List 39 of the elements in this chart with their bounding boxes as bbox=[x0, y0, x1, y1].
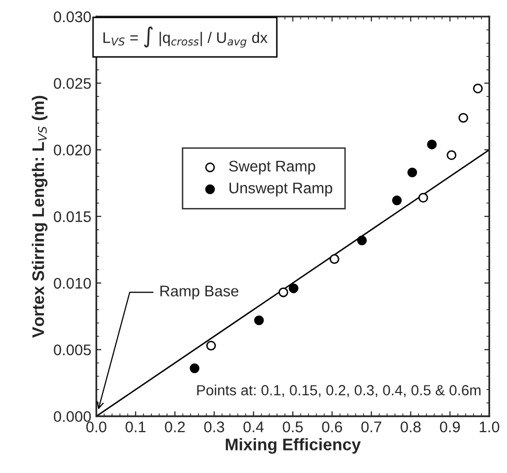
point bbox=[407, 168, 418, 178]
legend-label: Swept Ramp bbox=[229, 160, 316, 175]
y-tick-label: 0.020 bbox=[54, 144, 91, 156]
x-tick-label: 0.5 bbox=[282, 422, 303, 432]
x-tick-label: 0.9 bbox=[440, 422, 460, 432]
point bbox=[357, 236, 367, 246]
x-tick-label: 0.2 bbox=[164, 422, 185, 432]
y-tick-label: 0.030 bbox=[54, 11, 91, 22]
point bbox=[473, 84, 483, 94]
point bbox=[418, 192, 428, 203]
legend-label: Unswept Ramp bbox=[230, 182, 332, 196]
annotation: L$_{VS}$ = ∫ |q$_{cross}$| / U$_{avg}$ dx bbox=[103, 26, 268, 48]
y-tick-label: 0.015 bbox=[54, 211, 91, 222]
x-tick-label: 0.7 bbox=[361, 422, 382, 432]
x-axis-title: Mixing Efficiency bbox=[226, 438, 361, 454]
x-tick-label: 1.0 bbox=[480, 422, 500, 432]
x-tick-label: 0.0 bbox=[86, 422, 106, 432]
point bbox=[206, 340, 216, 350]
y-tick-label: 0.005 bbox=[54, 344, 91, 356]
point bbox=[288, 283, 298, 294]
x-tick-label: 0.1 bbox=[126, 422, 146, 432]
y-axis-title: Vortex Stirring Length: L$_{VS}$ (m) bbox=[32, 96, 48, 338]
point bbox=[392, 196, 402, 206]
annotation: Points at: 0.1, 0.15, 0.2, 0.3, 0.4, 0.5 & 0.6m bbox=[197, 384, 480, 398]
y-tick-label: 0.025 bbox=[54, 78, 91, 89]
annotation: Ramp Base bbox=[160, 286, 238, 300]
point bbox=[427, 140, 437, 150]
point bbox=[458, 112, 468, 123]
y-tick-label: 0.000 bbox=[54, 411, 91, 422]
x-tick-label: 0.6 bbox=[322, 422, 342, 432]
point bbox=[330, 254, 340, 264]
x-tick-label: 0.4 bbox=[243, 422, 264, 432]
x-tick-label: 0.8 bbox=[400, 422, 421, 432]
point bbox=[446, 150, 456, 160]
point bbox=[190, 363, 200, 374]
point bbox=[278, 287, 288, 298]
point bbox=[254, 315, 264, 326]
y-tick-label: 0.010 bbox=[54, 278, 91, 289]
x-tick-label: 0.3 bbox=[204, 422, 224, 432]
